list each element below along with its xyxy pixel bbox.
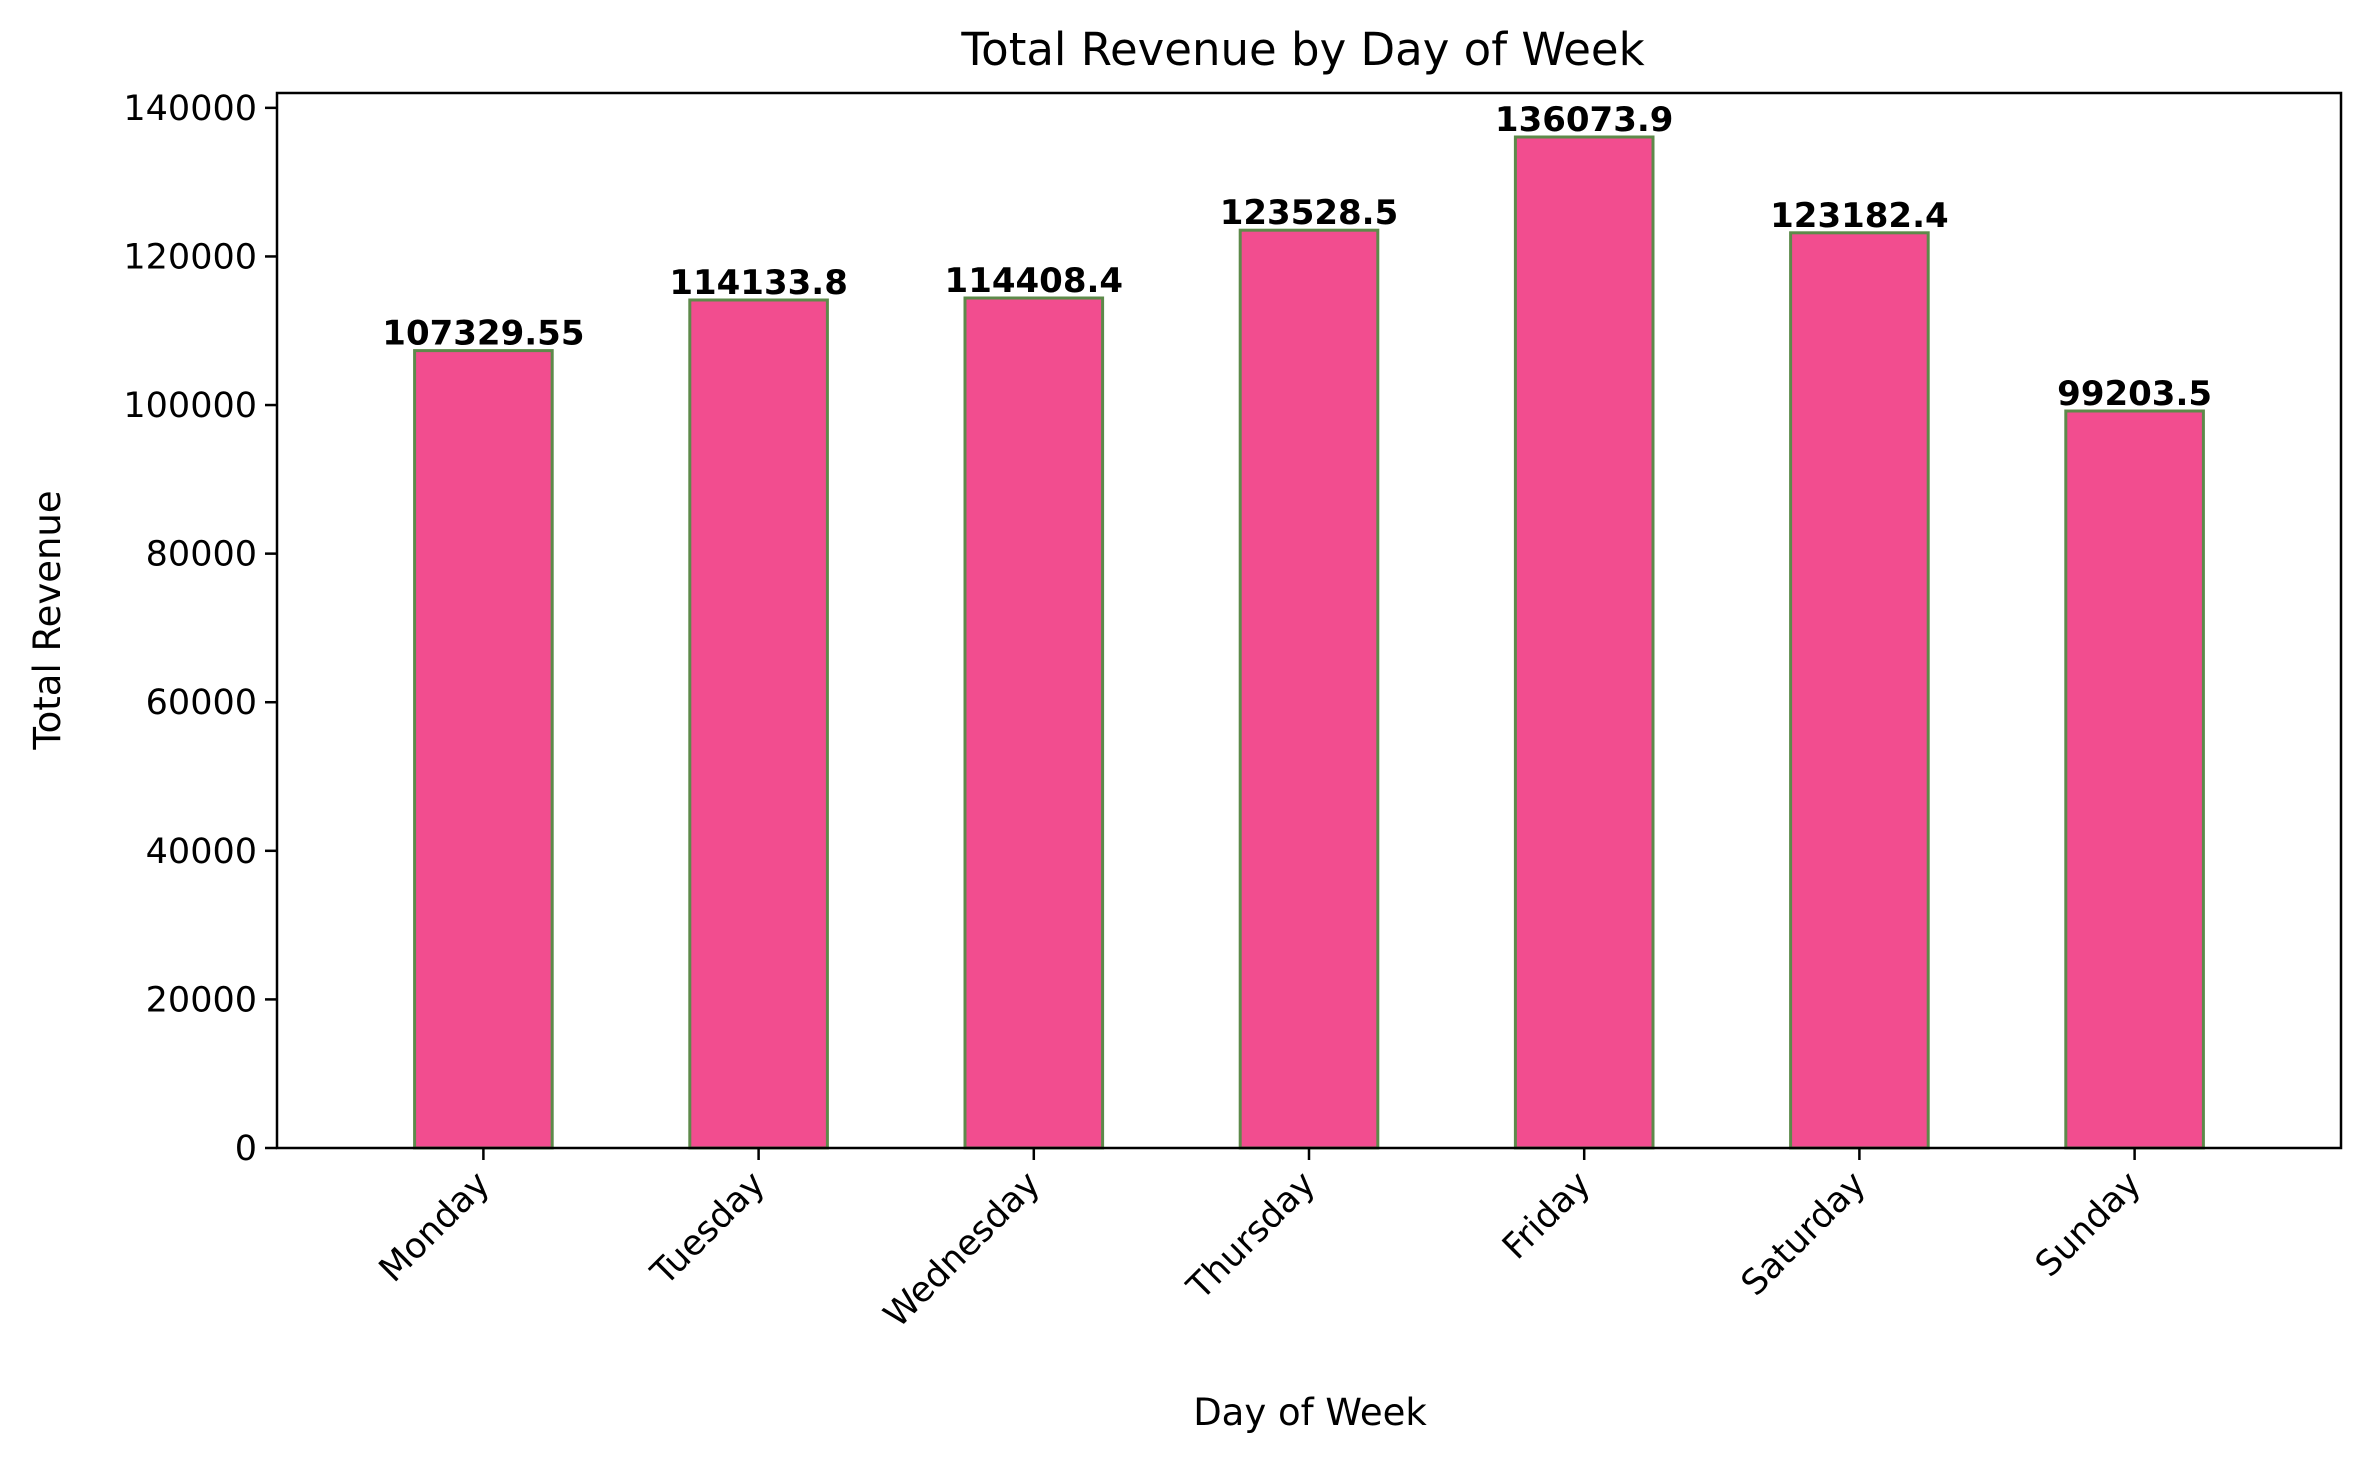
bar-thursday (1238, 228, 1380, 1150)
plot-area: 107329.55 114133.8 114408.4 123528.5 136073.… (123, 89, 2343, 1336)
x-tick-label-saturday: Saturday (1734, 1164, 1874, 1304)
x-tick-label-sunday: Sunday (2028, 1164, 2149, 1285)
y-tick-label-40000: 40000 (146, 832, 257, 872)
data-label-wednesday: 114408.4 (945, 261, 1124, 301)
y-tick-label-0: 0 (235, 1129, 257, 1169)
x-tick-label-wednesday: Wednesday (877, 1164, 1049, 1336)
y-axis-label: Total Revenue (26, 490, 69, 750)
data-label-friday: 136073.9 (1495, 100, 1674, 140)
bar-wednesday (963, 296, 1105, 1150)
y-tick-label-120000: 120000 (123, 237, 257, 277)
y-tick-label-80000: 80000 (146, 535, 257, 575)
y-tick-label-100000: 100000 (123, 386, 257, 426)
bar-saturday (1789, 231, 1930, 1150)
data-label-sunday: 99203.5 (2057, 374, 2212, 414)
x-tick-label-thursday: Thursday (1179, 1164, 1323, 1308)
x-tick-label-tuesday: Tuesday (643, 1164, 773, 1294)
data-label-tuesday: 114133.8 (669, 263, 848, 303)
data-label-thursday: 123528.5 (1220, 193, 1399, 233)
y-tick-label-20000: 20000 (146, 980, 257, 1020)
data-label-saturday: 123182.4 (1770, 196, 1949, 236)
y-tick-label-140000: 140000 (123, 89, 257, 129)
bar-sunday (2064, 409, 2205, 1150)
bar-friday (1513, 135, 1655, 1150)
bar-monday (413, 349, 554, 1150)
bar-tuesday (688, 298, 829, 1150)
chart-title: Total Revenue by Day of Week (960, 23, 1644, 76)
x-axis-label: Day of Week (1193, 1391, 1427, 1434)
data-label-monday: 107329.55 (382, 314, 584, 354)
y-tick-label-60000: 60000 (146, 683, 257, 723)
x-tick-label-friday: Friday (1495, 1164, 1598, 1267)
x-tick-label-monday: Monday (372, 1164, 498, 1290)
